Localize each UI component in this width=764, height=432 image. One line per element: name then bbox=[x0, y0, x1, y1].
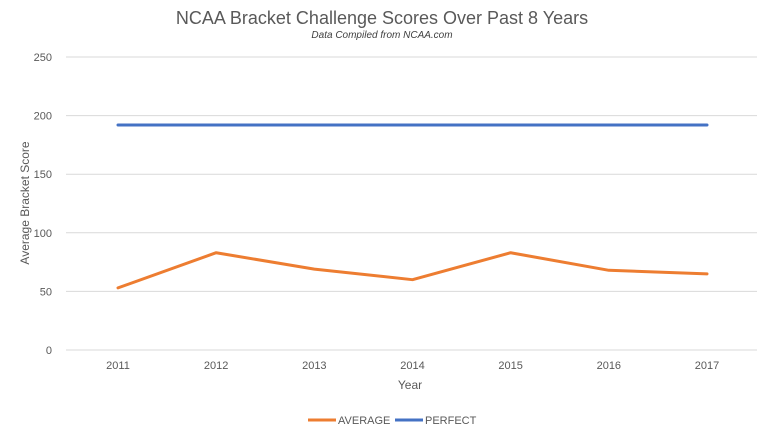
x-tick-label: 2016 bbox=[597, 360, 621, 372]
x-tick-label: 2013 bbox=[302, 360, 326, 372]
legend-item-perfect: PERFECT bbox=[395, 415, 477, 427]
x-tick-label: 2017 bbox=[695, 360, 719, 372]
chart-title: NCAA Bracket Challenge Scores Over Past … bbox=[176, 8, 588, 28]
y-tick-label: 150 bbox=[34, 169, 52, 181]
x-tick-label: 2014 bbox=[400, 360, 424, 372]
gridlines bbox=[66, 56, 757, 351]
legend-item-average: AVERAGE bbox=[308, 415, 390, 427]
y-tick-label: 250 bbox=[34, 52, 52, 64]
y-tick-label: 200 bbox=[34, 111, 52, 123]
x-tick-labels: 2011 2012 2013 2014 2015 2016 2017 bbox=[106, 360, 719, 372]
y-tick-label: 100 bbox=[34, 228, 52, 240]
y-tick-label: 50 bbox=[40, 286, 52, 298]
x-tick-label: 2012 bbox=[204, 360, 228, 372]
x-axis-label: Year bbox=[398, 378, 422, 392]
series-line-average bbox=[116, 251, 709, 290]
x-tick-label: 2015 bbox=[498, 360, 522, 372]
series-lines bbox=[116, 123, 709, 290]
y-tick-label: 0 bbox=[46, 345, 52, 357]
legend-label: PERFECT bbox=[425, 415, 477, 427]
legend: AVERAGE PERFECT bbox=[308, 415, 477, 427]
y-axis-label: Average Bracket Score bbox=[18, 141, 32, 265]
legend-label: AVERAGE bbox=[338, 415, 390, 427]
chart-subtitle: Data Compiled from NCAA.com bbox=[311, 30, 452, 41]
y-tick-labels: 0 50 100 150 200 250 bbox=[34, 52, 52, 357]
x-tick-label: 2011 bbox=[106, 360, 130, 372]
